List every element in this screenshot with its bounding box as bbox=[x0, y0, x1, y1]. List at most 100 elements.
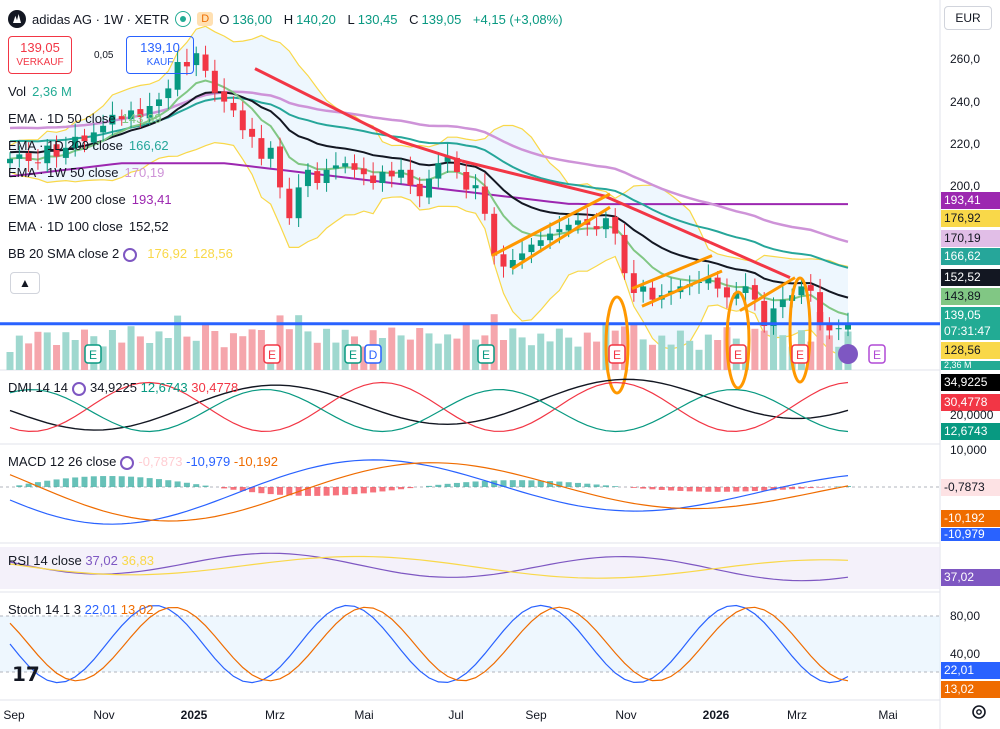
macd-histogram-bar bbox=[677, 487, 684, 491]
candle bbox=[100, 125, 107, 133]
volume-bar bbox=[43, 332, 51, 370]
event-marker-e bbox=[477, 344, 495, 364]
volume-bar bbox=[574, 346, 582, 370]
dmi-legend[interactable]: DMI 14 14 34,9225 12,6743 30,4778 bbox=[8, 380, 239, 396]
candle bbox=[463, 172, 470, 190]
legend-ema-1d200[interactable]: EMA · 1D 200 close 166,62 bbox=[8, 138, 169, 153]
candle bbox=[72, 136, 79, 148]
legend-bb[interactable]: BB 20 SMA close 2 176,92 128,56 bbox=[8, 246, 233, 262]
macd-histogram-bar bbox=[519, 480, 526, 487]
legend-ema-1w200[interactable]: EMA · 1W 200 close 193,41 bbox=[8, 192, 172, 207]
spread-value: 0,05 bbox=[94, 50, 114, 61]
candle bbox=[761, 300, 768, 326]
volume-bar bbox=[62, 332, 70, 370]
macd-histogram-bar bbox=[705, 487, 712, 492]
volume-bar bbox=[565, 337, 573, 370]
macd-histogram-bar bbox=[249, 487, 256, 493]
label-bb-lower: 128,56 bbox=[941, 342, 1000, 359]
candle bbox=[258, 138, 265, 159]
candle bbox=[845, 323, 851, 330]
dmi-plus-line bbox=[9, 388, 849, 433]
macd-histogram-bar bbox=[398, 487, 405, 490]
legend-ema-1d100[interactable]: EMA · 1D 100 close 152,52 bbox=[8, 219, 169, 234]
candle bbox=[453, 157, 460, 172]
macd-histogram-bar bbox=[435, 484, 442, 487]
macd-histogram-bar bbox=[789, 487, 796, 490]
macd-histogram-bar bbox=[277, 487, 284, 495]
macd-legend[interactable]: MACD 12 26 close -0,7873 -10,979 -10,192 bbox=[8, 454, 278, 470]
x-tick: 2026 bbox=[702, 708, 730, 722]
candle bbox=[295, 187, 302, 219]
collapse-legend-button[interactable]: ▲ bbox=[10, 272, 40, 294]
x-tick: 2025 bbox=[180, 708, 208, 722]
sell-button[interactable]: 139,05 VERKAUF bbox=[8, 36, 72, 74]
candle bbox=[509, 260, 516, 268]
candle bbox=[202, 54, 209, 71]
candle bbox=[798, 286, 805, 296]
stoch-legend[interactable]: Stoch 14 1 3 22,01 13,02 bbox=[8, 602, 154, 617]
macd-histogram-bar bbox=[109, 476, 116, 487]
volume-bar bbox=[34, 331, 42, 370]
volume-bar bbox=[118, 342, 126, 370]
candle bbox=[342, 163, 349, 167]
volume-bar bbox=[313, 342, 321, 370]
settings-loop-icon[interactable] bbox=[120, 455, 135, 470]
orange-channel-line bbox=[739, 276, 796, 312]
settings-loop-icon[interactable] bbox=[123, 247, 138, 262]
volume-bar bbox=[416, 328, 424, 370]
legend-ema-1d50[interactable]: EMA · 1D 50 close 143,89 bbox=[8, 111, 162, 126]
candle bbox=[53, 144, 60, 157]
macd-histogram-bar bbox=[686, 487, 693, 492]
macd-histogram-bar bbox=[761, 487, 768, 491]
volume-bar bbox=[434, 343, 442, 370]
macd-histogram-bar bbox=[798, 487, 805, 489]
volume-bar bbox=[360, 346, 368, 370]
macd-histogram-bar bbox=[62, 478, 69, 487]
legend-volume[interactable]: Vol 2,36 M bbox=[8, 84, 72, 99]
label-ema-1w200: 193,41 bbox=[941, 192, 1000, 209]
candle bbox=[835, 328, 842, 330]
candle bbox=[528, 244, 535, 253]
buy-button[interactable]: 139,10 KAUF bbox=[126, 36, 194, 74]
volume-bar bbox=[630, 323, 638, 370]
event-marker-label: E bbox=[268, 348, 276, 362]
event-marker-e bbox=[868, 344, 886, 364]
stoch-d-line bbox=[9, 606, 849, 682]
legend-ema-1w50[interactable]: EMA · 1W 50 close 170,19 bbox=[8, 165, 165, 180]
rsi-legend[interactable]: RSI 14 close 37,02 36,83 bbox=[8, 553, 155, 568]
volume-bar bbox=[537, 333, 545, 370]
volume-bar bbox=[835, 346, 843, 370]
macd-histogram-bar bbox=[137, 477, 144, 487]
volume-bar bbox=[15, 335, 23, 370]
label-dmi-adx: 34,9225 bbox=[941, 374, 1000, 391]
volume-bar bbox=[444, 334, 452, 370]
volume-bar bbox=[686, 340, 694, 370]
macd-histogram-bar bbox=[696, 487, 703, 492]
downtrend-arrow bbox=[254, 67, 401, 143]
stoch-k-line bbox=[9, 604, 849, 684]
volume-bar bbox=[825, 335, 833, 370]
event-marker-d bbox=[364, 344, 382, 364]
volume-bar bbox=[406, 339, 414, 370]
macd-histogram-bar bbox=[779, 487, 786, 490]
volume-bar bbox=[472, 339, 480, 370]
volume-bar bbox=[127, 326, 135, 370]
currency-button[interactable]: EUR bbox=[944, 6, 992, 30]
candle bbox=[444, 156, 451, 162]
volume-bar bbox=[99, 346, 107, 370]
event-marker-label: E bbox=[613, 348, 621, 362]
symbol-title[interactable]: adidas AG · 1W · XETR bbox=[32, 11, 170, 27]
macd-histogram-bar bbox=[584, 483, 591, 487]
macd-histogram-bar bbox=[463, 482, 470, 487]
y-tick: 10,000 bbox=[950, 443, 987, 457]
label-bb-upper: 176,92 bbox=[941, 210, 1000, 227]
event-marker-label: E bbox=[482, 348, 490, 362]
candle bbox=[640, 286, 647, 292]
settings-loop-icon[interactable] bbox=[71, 381, 86, 396]
gear-icon[interactable] bbox=[970, 703, 988, 721]
tradingview-logo-icon[interactable]: 𝟭𝟳 bbox=[12, 664, 40, 686]
volume-bar bbox=[770, 321, 778, 370]
volume-bar bbox=[509, 328, 517, 370]
candle bbox=[723, 287, 730, 298]
